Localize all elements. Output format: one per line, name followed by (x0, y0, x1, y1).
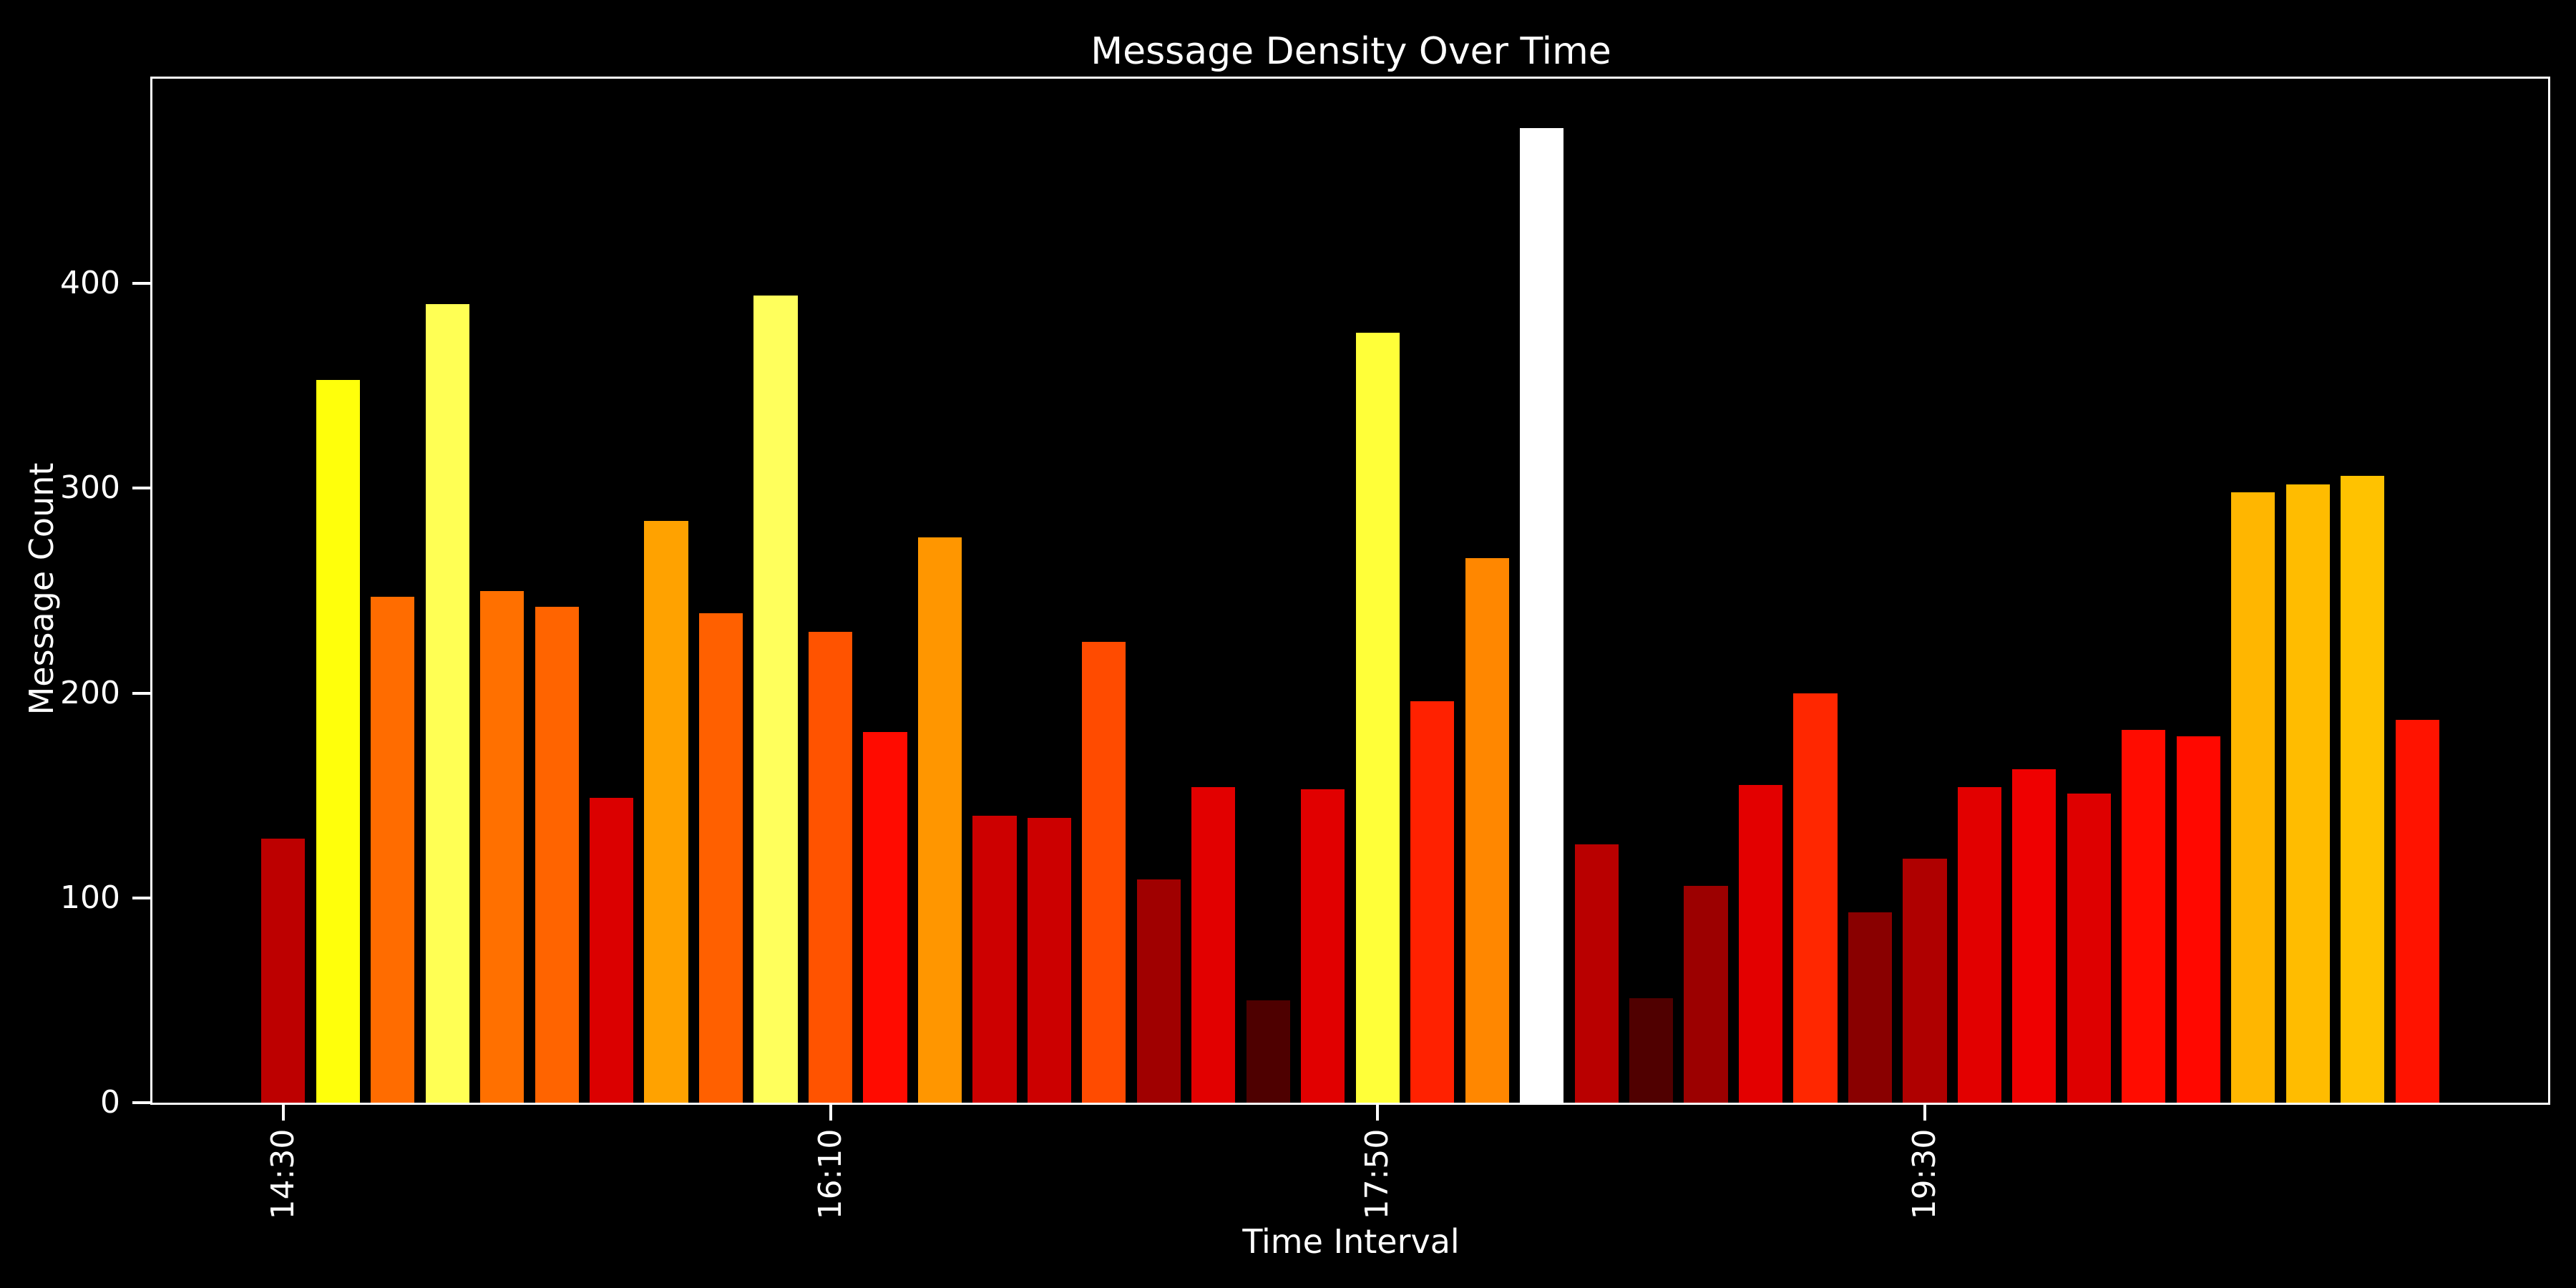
bar (2341, 476, 2385, 1103)
bar (1410, 701, 1455, 1103)
y-tick-mark (132, 691, 150, 695)
bar (261, 838, 306, 1103)
bar (1246, 1000, 1290, 1103)
bar (480, 590, 525, 1103)
bar (425, 303, 469, 1103)
bar (1355, 332, 1400, 1103)
x-tick-mark (281, 1103, 285, 1121)
y-tick-mark (132, 282, 150, 286)
bar (1629, 998, 1674, 1103)
bar (1793, 693, 1838, 1103)
bar (535, 607, 579, 1103)
y-tick-label: 0 (100, 1084, 120, 1121)
bar (371, 597, 415, 1103)
bar (1738, 785, 1783, 1103)
y-tick-mark (132, 896, 150, 899)
bar (2012, 769, 2057, 1103)
bar (698, 613, 743, 1103)
bar (1684, 885, 1728, 1103)
x-tick-mark (1376, 1103, 1380, 1121)
y-tick-label: 100 (60, 879, 120, 916)
bar (808, 631, 853, 1103)
bar (316, 379, 360, 1103)
bar (1301, 789, 1345, 1103)
bar (2176, 736, 2220, 1103)
bar (1574, 844, 1619, 1103)
bar (753, 296, 798, 1103)
bar (1903, 859, 1947, 1103)
x-axis-label: Time Interval (1242, 1222, 1460, 1261)
bar (1191, 787, 1236, 1103)
y-tick-mark (132, 1101, 150, 1104)
bar (1027, 818, 1071, 1103)
bar (1136, 879, 1181, 1103)
bar (972, 816, 1017, 1103)
bar (2231, 492, 2275, 1103)
chart-title: Message Density Over Time (1091, 30, 1611, 73)
x-tick-mark (829, 1103, 832, 1121)
y-tick-label: 200 (60, 674, 120, 711)
bar (1957, 787, 2002, 1103)
bar (863, 731, 907, 1103)
bar (2285, 484, 2330, 1103)
bar (644, 521, 688, 1103)
bar (1848, 912, 1893, 1103)
bar (2122, 730, 2166, 1103)
x-tick-mark (1923, 1103, 1926, 1121)
bar (1520, 127, 1564, 1103)
bar (917, 537, 962, 1103)
x-tick-label: 14:30 (264, 1128, 301, 1220)
x-tick-label: 16:10 (811, 1128, 849, 1220)
y-tick-label: 400 (60, 265, 120, 302)
x-tick-label: 19:30 (1906, 1128, 1943, 1220)
bar (1082, 642, 1126, 1103)
x-tick-label: 17:50 (1359, 1128, 1396, 1220)
y-tick-label: 300 (60, 469, 120, 507)
bar (1465, 557, 1509, 1103)
bar (590, 797, 634, 1103)
bar (2395, 719, 2439, 1103)
y-tick-mark (132, 487, 150, 490)
plot-area: 0 100 200 300 400 14:30 16:10 17:50 19:30 (60, 77, 2550, 1219)
bar (2067, 793, 2111, 1103)
